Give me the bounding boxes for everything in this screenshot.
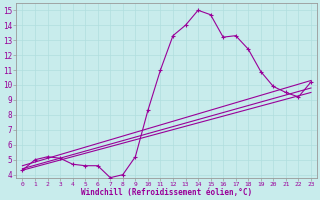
X-axis label: Windchill (Refroidissement éolien,°C): Windchill (Refroidissement éolien,°C) xyxy=(81,188,252,197)
